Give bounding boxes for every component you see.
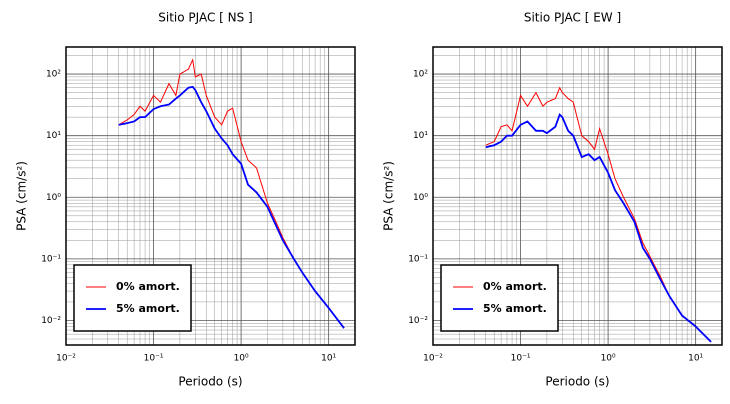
- subplot: 10⁻² 10⁻¹ 10⁰ 10¹ 10⁻² 10⁻¹ 10⁰ 10¹ 10² Sitio PJA…: [382, 11, 723, 389]
- x-axis-label: Periodo (s): [178, 375, 242, 389]
- y-tick-label: 10⁻¹: [41, 254, 61, 264]
- data-line: [485, 112, 712, 343]
- legend: 0% amort. 5% amort.: [440, 264, 559, 332]
- legend-label: 5% amort.: [483, 302, 547, 315]
- legend-box: [73, 264, 192, 332]
- y-tick-label: 10¹: [46, 131, 61, 141]
- y-tick-label: 10⁻¹: [408, 254, 428, 264]
- plot-frame: [65, 46, 356, 346]
- data-line: [118, 58, 345, 329]
- data-line: [485, 86, 712, 343]
- x-tick-label: 10⁻¹: [144, 354, 164, 364]
- plot-frame: [432, 46, 723, 346]
- x-tick-label: 10¹: [321, 354, 336, 364]
- y-tick-label: 10⁰: [413, 193, 428, 203]
- data-line: [118, 85, 345, 329]
- y-tick-label: 10²: [46, 70, 61, 80]
- legend-box: [440, 264, 559, 332]
- y-tick-label: 10⁻²: [408, 316, 428, 326]
- subplot: 10⁻² 10⁻¹ 10⁰ 10¹ 10⁻² 10⁻¹ 10⁰ 10¹ 10² Sitio PJA…: [15, 11, 356, 389]
- y-tick-label: 10⁰: [46, 193, 61, 203]
- x-tick-label: 10⁰: [601, 354, 616, 364]
- legend-label: 0% amort.: [483, 280, 547, 293]
- chart-title: Sitio PJAC [ EW ]: [524, 11, 621, 25]
- x-tick-label: 10⁻²: [423, 354, 443, 364]
- x-tick-label: 10⁰: [234, 354, 249, 364]
- legend-label: 0% amort.: [116, 280, 180, 293]
- x-axis-label: Periodo (s): [545, 375, 609, 389]
- x-tick-label: 10⁻²: [56, 354, 76, 364]
- y-tick-label: 10¹: [413, 131, 428, 141]
- y-axis-label: PSA (cm/s²): [15, 161, 29, 231]
- x-tick-label: 10¹: [688, 354, 703, 364]
- y-axis-label: PSA (cm/s²): [382, 161, 396, 231]
- x-tick-label: 10⁻¹: [511, 354, 531, 364]
- chart-title: Sitio PJAC [ NS ]: [158, 11, 253, 25]
- y-tick-label: 10²: [413, 70, 428, 80]
- y-tick-label: 10⁻²: [41, 316, 61, 326]
- legend: 0% amort. 5% amort.: [73, 264, 192, 332]
- legend-label: 5% amort.: [116, 302, 180, 315]
